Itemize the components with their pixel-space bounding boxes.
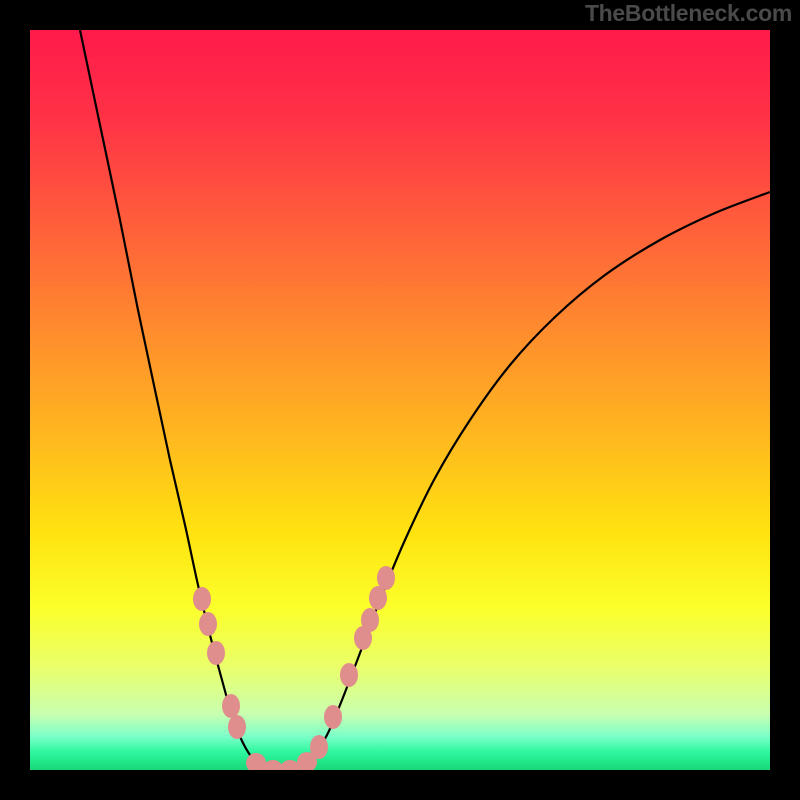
data-marker [246,753,266,773]
data-marker [340,663,358,687]
data-marker [207,641,225,665]
data-marker [377,566,395,590]
chart-frame: TheBottleneck.com [0,0,800,800]
data-marker [228,715,246,739]
plot-background [30,30,770,770]
data-marker [324,705,342,729]
data-marker [310,735,328,759]
data-marker [199,612,217,636]
data-marker [193,587,211,611]
watermark-text: TheBottleneck.com [585,0,792,27]
data-marker [361,608,379,632]
bottleneck-chart [0,0,800,800]
data-marker [222,694,240,718]
